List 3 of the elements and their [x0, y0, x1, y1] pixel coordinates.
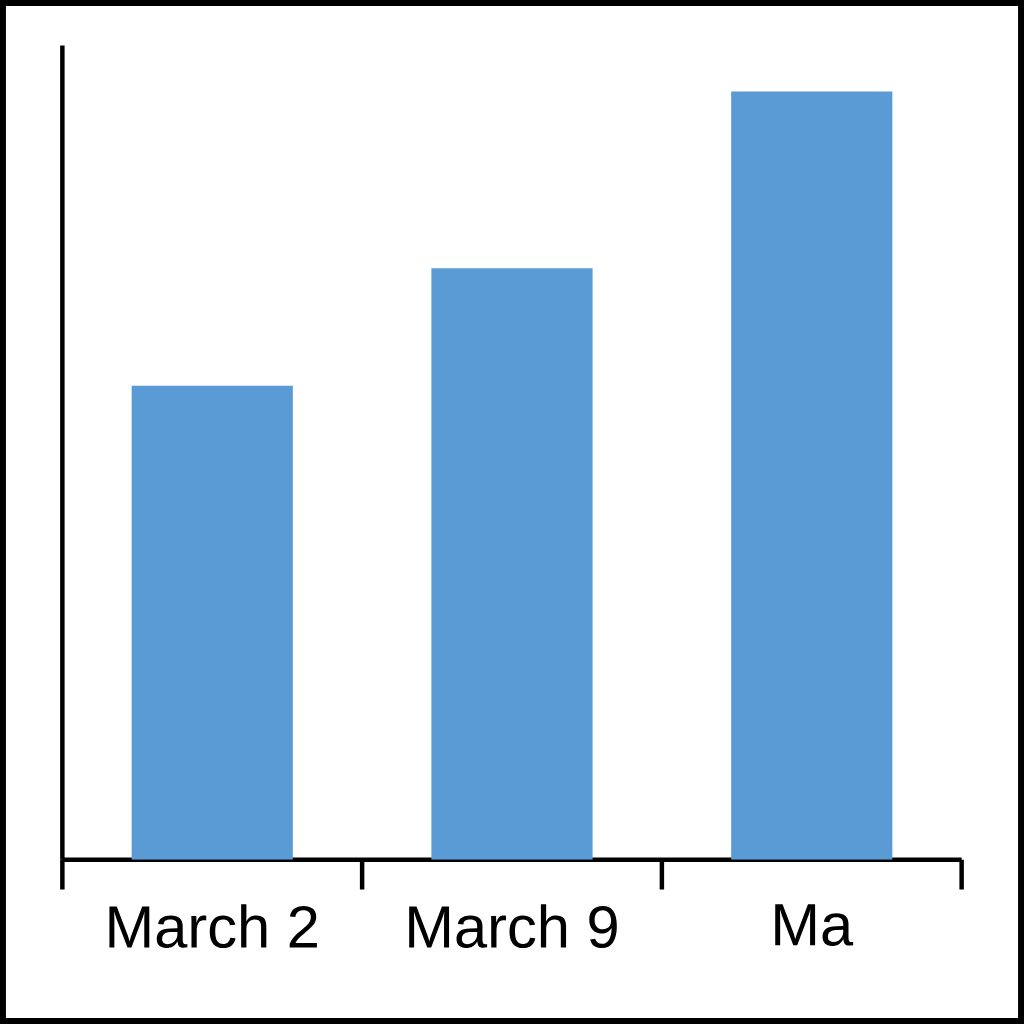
- x-tick-label: March 9: [409, 904, 617, 949]
- x-tick-label: March 2: [109, 904, 317, 949]
- x-tick-label: Ma: [775, 904, 854, 946]
